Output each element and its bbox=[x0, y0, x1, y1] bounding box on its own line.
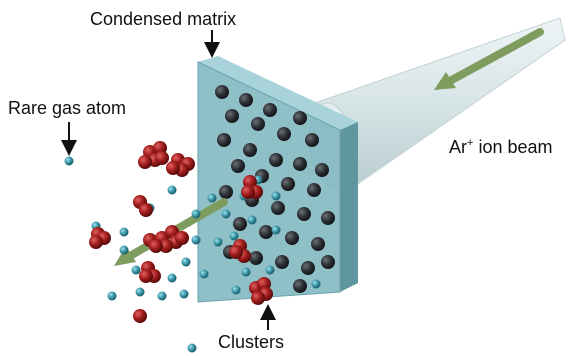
matrix-atom bbox=[259, 225, 273, 239]
rare-gas-atom bbox=[167, 185, 177, 195]
matrix-atom bbox=[269, 153, 283, 167]
cluster-atom bbox=[138, 155, 152, 169]
rare-gas-atom bbox=[265, 265, 275, 275]
beam-direction-arrow bbox=[434, 28, 544, 90]
cluster-atom bbox=[139, 203, 153, 217]
rare-gas-atom bbox=[311, 279, 321, 289]
cluster-atom bbox=[159, 239, 173, 253]
rare-gas-atom bbox=[271, 191, 281, 201]
cluster-atom bbox=[166, 161, 180, 175]
cluster-atom bbox=[229, 245, 243, 259]
ion-beam-label-charge: + bbox=[467, 137, 474, 149]
rare-gas-atom bbox=[191, 209, 201, 219]
rare-gas-atom bbox=[167, 273, 177, 283]
matrix-atom bbox=[275, 255, 289, 269]
cluster-atom bbox=[139, 269, 153, 283]
cluster-atom bbox=[149, 239, 163, 253]
rare-gas-atom bbox=[64, 156, 74, 166]
rare-gas-atom bbox=[107, 291, 117, 301]
cluster-atom bbox=[251, 291, 265, 305]
matrix-atom bbox=[297, 207, 311, 221]
ion-beam-label: Ar+ ion beam bbox=[449, 137, 553, 157]
matrix-atom bbox=[249, 251, 263, 265]
ion-beam-label-element: Ar bbox=[449, 137, 467, 157]
rare-gas-atom bbox=[221, 209, 231, 219]
matrix-atom bbox=[281, 177, 295, 191]
rare-gas-atom-label: Rare gas atom bbox=[8, 98, 127, 118]
rare-gas-atom bbox=[187, 343, 197, 353]
matrix-atom bbox=[293, 279, 307, 293]
matrix-atom bbox=[239, 93, 253, 107]
matrix-atom bbox=[321, 211, 335, 225]
rare-gas-atom bbox=[231, 285, 241, 295]
cluster-atom bbox=[241, 185, 255, 199]
matrix-atom bbox=[251, 117, 265, 131]
cluster-atom bbox=[155, 151, 169, 165]
matrix-atom bbox=[271, 201, 285, 215]
matrix-atom bbox=[231, 159, 245, 173]
rare-gas-atom bbox=[135, 287, 145, 297]
rare-gas-atom bbox=[191, 235, 201, 245]
matrix-atom bbox=[311, 237, 325, 251]
matrix-atom bbox=[293, 111, 307, 125]
rare-gas-atom bbox=[247, 215, 257, 225]
matrix-atom bbox=[285, 231, 299, 245]
matrix-atom bbox=[225, 109, 239, 123]
matrix-atom bbox=[293, 157, 307, 171]
ion-beam-label-suffix: ion beam bbox=[473, 137, 553, 157]
rare-gas-atom bbox=[229, 231, 239, 241]
matrix-atom bbox=[315, 163, 329, 177]
rare-gas-atom bbox=[241, 267, 251, 277]
rare-gas-atom bbox=[213, 237, 223, 247]
rare-gas-atom bbox=[179, 289, 189, 299]
matrix-atom bbox=[301, 261, 315, 275]
rare-gas-atom bbox=[271, 225, 281, 235]
cluster-atom bbox=[89, 235, 103, 249]
matrix-atom bbox=[217, 133, 231, 147]
matrix-atom bbox=[233, 217, 247, 231]
rare-gas-atom bbox=[199, 269, 209, 279]
rare-gas-atom bbox=[207, 193, 217, 203]
matrix-atom bbox=[263, 103, 277, 117]
matrix-atom bbox=[321, 255, 335, 269]
matrix-atom bbox=[243, 143, 257, 157]
matrix-atom bbox=[307, 183, 321, 197]
matrix-atom bbox=[219, 185, 233, 199]
cluster-atom bbox=[133, 309, 147, 323]
rare-gas-atom bbox=[157, 291, 167, 301]
clusters-label: Clusters bbox=[218, 332, 285, 352]
rare-gas-atom bbox=[119, 245, 129, 255]
matrix-atom bbox=[305, 133, 319, 147]
rare-gas-atom bbox=[181, 257, 191, 267]
condensed-matrix-label: Condensed matrix bbox=[90, 9, 237, 29]
cluster-atom bbox=[175, 231, 189, 245]
rare-gas-atom bbox=[131, 265, 141, 275]
rare-gas-atom bbox=[119, 227, 129, 237]
matrix-atom bbox=[277, 127, 291, 141]
matrix-atom bbox=[215, 85, 229, 99]
